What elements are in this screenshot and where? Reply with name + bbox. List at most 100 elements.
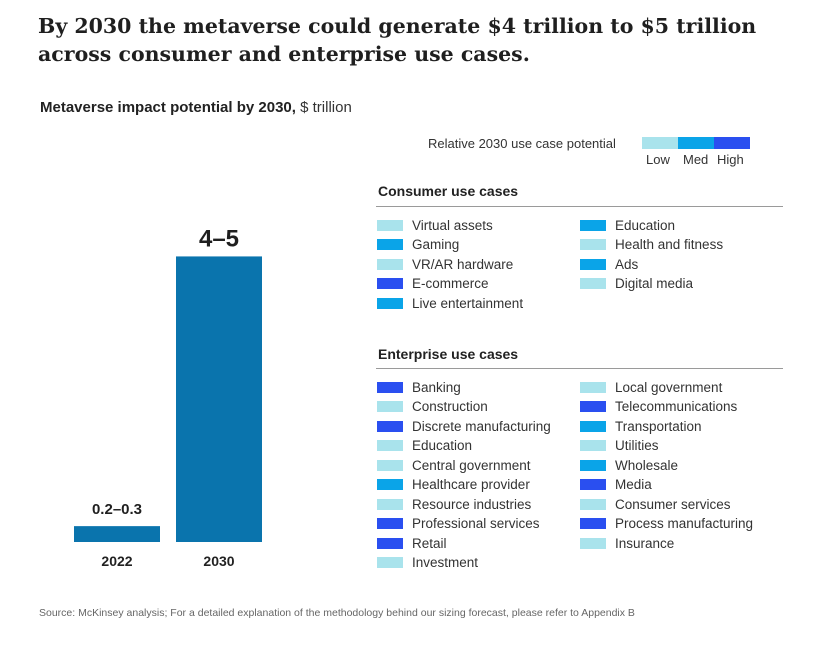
- enterprise-use-case-item: Healthcare provider: [377, 477, 530, 493]
- legend-label-high: High: [717, 152, 744, 167]
- use-case-label: Discrete manufacturing: [412, 418, 551, 434]
- potential-high-swatch: [580, 479, 606, 490]
- potential-high-swatch: [377, 518, 403, 529]
- enterprise-use-case-item: Process manufacturing: [580, 516, 753, 532]
- potential-high-swatch: [580, 401, 606, 412]
- potential-high-swatch: [377, 537, 403, 549]
- use-case-label: Insurance: [615, 535, 675, 551]
- potential-low-swatch: [377, 498, 403, 510]
- enterprise-divider: [376, 368, 783, 369]
- use-case-label: Utilities: [615, 438, 659, 453]
- use-case-label: Process manufacturing: [615, 516, 754, 531]
- legend-label-low: Low: [646, 152, 670, 167]
- use-case-label: Investment: [412, 555, 479, 570]
- consumer-use-case-item: Digital media: [580, 276, 693, 292]
- potential-low-swatch: [580, 381, 606, 393]
- use-case-label: Transportation: [615, 418, 702, 434]
- use-case-label: Retail: [412, 535, 447, 551]
- use-case-label: Virtual assets: [412, 217, 493, 233]
- enterprise-use-case-item: Resource industries: [377, 496, 531, 512]
- use-case-label: Ads: [615, 256, 639, 272]
- enterprise-use-case-item: Consumer services: [580, 496, 731, 512]
- potential-low-swatch: [377, 557, 403, 568]
- enterprise-use-case-item: Local government: [580, 379, 722, 395]
- potential-legend-label: Relative 2030 use case potential: [428, 136, 616, 151]
- potential-low-swatch: [377, 258, 403, 270]
- enterprise-use-case-item: Media: [580, 477, 652, 493]
- legend-swatch-high: [714, 137, 750, 149]
- use-case-label: Construction: [412, 399, 488, 414]
- potential-low-swatch: [580, 239, 606, 250]
- potential-low-swatch: [377, 219, 403, 231]
- potential-high-swatch: [580, 518, 606, 529]
- enterprise-section-title: Enterprise use cases: [378, 346, 519, 362]
- use-case-label: Telecommunications: [615, 399, 738, 414]
- consumer-divider: [376, 206, 783, 207]
- use-case-label: VR/AR hardware: [412, 256, 514, 272]
- use-case-label: Central government: [412, 457, 531, 473]
- use-case-label: E-commerce: [412, 276, 489, 291]
- use-case-label: Education: [412, 438, 473, 453]
- use-case-label: Local government: [615, 379, 723, 395]
- use-case-label: Digital media: [615, 276, 694, 291]
- chart-unit: $ trillion: [300, 99, 352, 116]
- enterprise-use-case-item: Discrete manufacturing: [377, 418, 551, 434]
- potential-med-swatch: [377, 479, 403, 490]
- enterprise-use-case-item: Telecommunications: [580, 399, 737, 415]
- consumer-use-case-item: Gaming: [377, 237, 459, 253]
- potential-low-swatch: [580, 498, 606, 510]
- x-tick-label-2030: 2030: [203, 553, 234, 569]
- source-note: Source: McKinsey analysis; For a detaile…: [39, 607, 635, 619]
- potential-med-swatch: [377, 297, 403, 309]
- use-case-label: Resource industries: [412, 496, 532, 512]
- data-label-2030: 4–5: [199, 225, 239, 252]
- use-case-label: Banking: [412, 379, 461, 395]
- potential-low-swatch: [377, 459, 403, 471]
- potential-low-swatch: [580, 440, 606, 451]
- use-case-label: Wholesale: [615, 457, 679, 473]
- bar-chart: 0.2–0.3 2022 4–5 2030: [74, 225, 262, 569]
- legend-label-med: Med: [683, 152, 709, 167]
- bar-2030: [176, 256, 262, 542]
- enterprise-use-case-item: Retail: [377, 535, 447, 551]
- chart-subtitle: Metaverse impact potential by 2030, $ tr…: [40, 99, 352, 116]
- enterprise-use-case-item: Utilities: [580, 438, 659, 454]
- consumer-use-case-item: Virtual assets: [377, 217, 493, 233]
- use-case-label: Education: [615, 217, 676, 233]
- chart-title: Metaverse impact potential by 2030,: [40, 99, 296, 116]
- potential-low-swatch: [377, 401, 403, 412]
- potential-high-swatch: [377, 381, 403, 393]
- enterprise-use-case-item: Wholesale: [580, 457, 678, 473]
- consumer-use-case-item: Health and fitness: [580, 237, 723, 253]
- use-case-label: Professional services: [412, 516, 540, 531]
- potential-low-swatch: [377, 440, 403, 451]
- x-tick-label-2022: 2022: [101, 553, 132, 569]
- bar-2022: [74, 526, 160, 542]
- enterprise-use-case-item: Transportation: [580, 418, 702, 434]
- potential-med-swatch: [580, 420, 606, 432]
- consumer-section-title: Consumer use cases: [378, 183, 519, 199]
- potential-med-swatch: [580, 258, 606, 270]
- consumer-use-case-item: Education: [580, 217, 675, 233]
- data-label-2022: 0.2–0.3: [92, 501, 142, 518]
- consumer-use-case-item: E-commerce: [377, 276, 489, 292]
- legend-swatch-low: [642, 137, 678, 149]
- potential-med-swatch: [580, 459, 606, 471]
- consumer-use-case-item: VR/AR hardware: [377, 256, 513, 272]
- use-case-label: Healthcare provider: [412, 477, 530, 492]
- potential-high-swatch: [377, 420, 403, 432]
- enterprise-use-case-item: Professional services: [377, 516, 540, 532]
- use-case-label: Gaming: [412, 237, 460, 252]
- enterprise-use-case-item: Investment: [377, 555, 478, 571]
- potential-low-swatch: [580, 537, 606, 549]
- consumer-use-case-item: Ads: [580, 256, 638, 272]
- consumer-use-case-item: Live entertainment: [377, 295, 523, 311]
- potential-med-swatch: [580, 219, 606, 231]
- legend-swatch-med: [678, 137, 714, 149]
- headline: By 2030 the metaverse could generate $4 …: [38, 14, 757, 66]
- enterprise-use-case-item: Central government: [377, 457, 531, 473]
- enterprise-use-case-item: Insurance: [580, 535, 674, 551]
- enterprise-use-case-item: Education: [377, 438, 472, 454]
- enterprise-use-case-item: Banking: [377, 379, 461, 395]
- use-case-label: Consumer services: [615, 496, 731, 512]
